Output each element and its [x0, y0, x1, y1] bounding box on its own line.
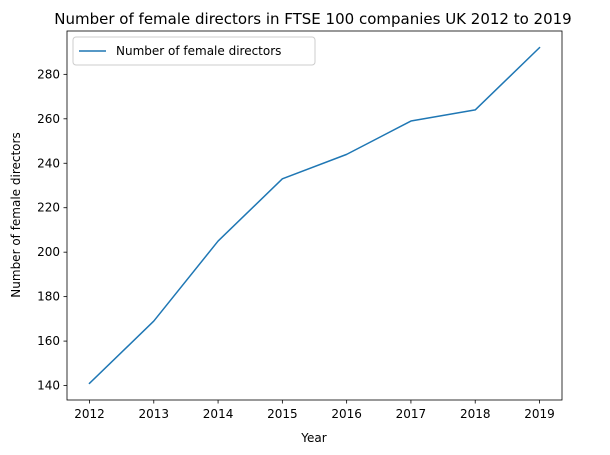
x-tick-label: 2016 [331, 407, 362, 421]
y-tick-label: 180 [37, 290, 60, 304]
y-axis-ticks: 140 160 180 200 220 240 260 280 [37, 67, 67, 393]
x-tick-label: 2015 [267, 407, 298, 421]
series-line [88, 46, 541, 385]
series-layer [88, 46, 541, 385]
legend: Number of female directors [72, 36, 316, 66]
y-tick-label: 160 [37, 334, 60, 348]
x-tick-label: 2019 [524, 407, 555, 421]
y-tick-label: 240 [37, 156, 60, 170]
y-tick-label: 260 [37, 112, 60, 126]
x-tick-label: 2014 [203, 407, 234, 421]
legend-box [72, 36, 316, 66]
x-tick-label: 2012 [74, 407, 105, 421]
x-tick-label: 2018 [460, 407, 491, 421]
y-tick-label: 220 [37, 201, 60, 215]
y-tick-label: 140 [37, 379, 60, 393]
y-tick-label: 280 [37, 67, 60, 81]
chart-title: Number of female directors in FTSE 100 c… [54, 10, 571, 28]
x-axis-ticks: 2012 2013 2014 2015 2016 2017 2018 2019 [74, 400, 555, 421]
x-axis-label: Year [300, 431, 326, 445]
y-tick-label: 200 [37, 245, 60, 259]
x-tick-label: 2017 [396, 407, 427, 421]
x-tick-label: 2013 [139, 407, 170, 421]
plot-area [66, 30, 563, 401]
y-axis-label: Number of female directors [9, 132, 23, 297]
legend-label: Number of female directors [116, 44, 281, 58]
